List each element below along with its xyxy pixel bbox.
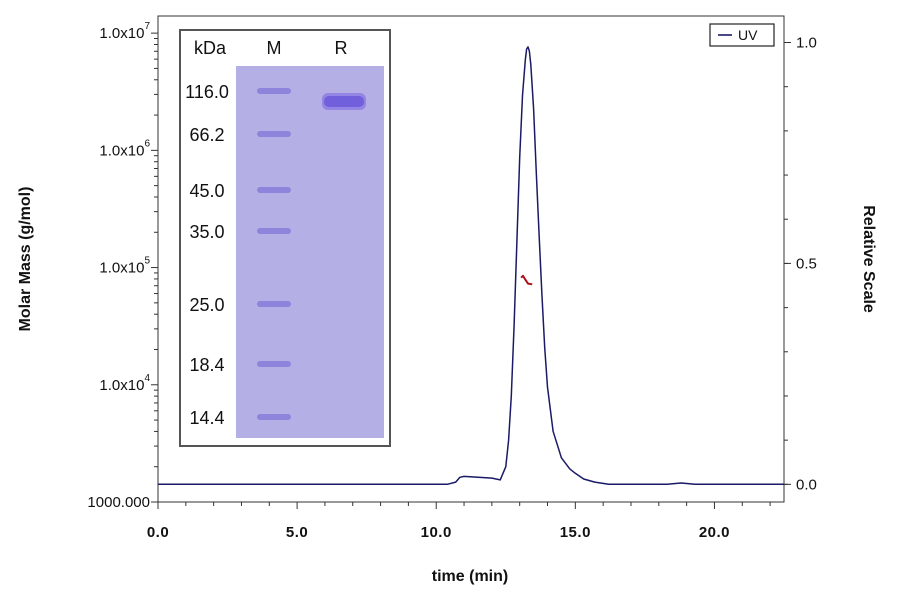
gel-marker-band: [257, 361, 291, 367]
gel-marker-label: 116.0: [185, 82, 229, 102]
x-tick-label: 20.0: [699, 524, 730, 541]
gel-marker-label: 14.4: [189, 408, 224, 428]
legend-box: [709, 23, 775, 47]
x-axis-label: time (min): [432, 568, 508, 585]
right-tick-label: 1.0: [796, 35, 817, 52]
gel-marker-label: 25.0: [189, 295, 224, 315]
gel-marker-band: [257, 131, 291, 137]
series-layer: [158, 46, 784, 486]
left-tick-label: 1.0x104: [99, 373, 150, 394]
gel-marker-band: [257, 228, 291, 234]
gel-marker-band: [257, 88, 291, 94]
plot-area: [157, 15, 785, 503]
x-tick-label: 5.0: [286, 524, 308, 541]
gel-marker-band: [257, 301, 291, 307]
gel-lane-label-r: R: [335, 38, 348, 58]
x-tick-label: 10.0: [421, 524, 452, 541]
gel-band-r: [322, 93, 366, 110]
left-tick-label: 1.0x106: [99, 138, 150, 159]
left-tick-label: 1.0x105: [99, 256, 150, 277]
gel-marker-label: 45.0: [189, 181, 224, 201]
right-axis-label: Relative Scale: [860, 205, 877, 313]
right-tick-label: 0.0: [796, 476, 817, 493]
legend: UV: [709, 23, 775, 47]
gel-marker-label: 18.4: [189, 355, 224, 375]
left-axis-label: Molar Mass (g/mol): [17, 187, 34, 332]
right-axis: 0.0 0.5 1.0: [784, 35, 817, 493]
gel-marker-band: [257, 414, 291, 420]
x-tick-label: 15.0: [560, 524, 591, 541]
sds-page-inset: kDa M R 116.0 66.2 45.0 35.0 25.0 18.4 14.4: [179, 29, 391, 447]
gel-marker-label: 66.2: [189, 125, 224, 145]
gel-marker-label: 35.0: [189, 222, 224, 242]
legend-entry-uv: UV: [738, 27, 758, 43]
right-tick-label: 0.5: [796, 255, 817, 272]
gel-image: [236, 66, 384, 438]
gel-marker-band: [257, 187, 291, 193]
gel-unit-label: kDa: [194, 38, 227, 58]
gel-lane-label-m: M: [267, 38, 282, 58]
left-tick-label: 1000.000: [87, 494, 150, 511]
series-line-uv: [158, 46, 784, 486]
left-tick-label: 1.0x107: [99, 21, 150, 42]
x-axis: 0.0 5.0 10.0 15.0 20.0: [147, 502, 771, 541]
x-tick-label: 0.0: [147, 524, 169, 541]
left-axis: 1000.000 1.0x104 1.0x105 1.0x106 1.0x107: [87, 21, 158, 511]
series-line-molar-mass: [520, 274, 533, 286]
